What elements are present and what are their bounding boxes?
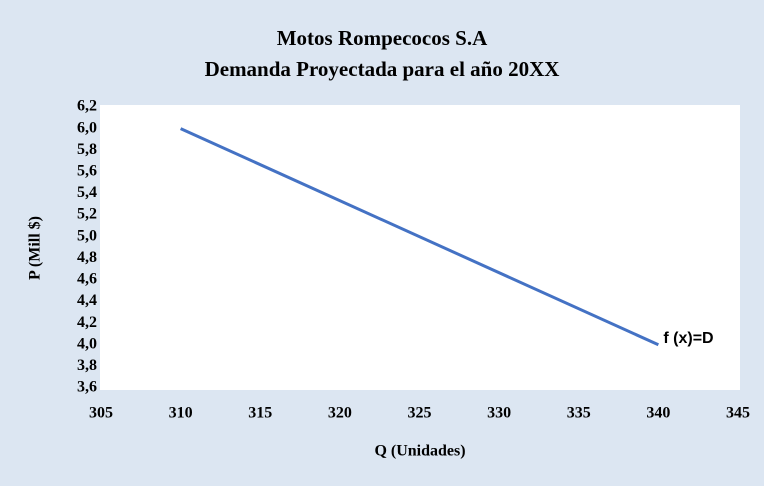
- y-tick-label: 5,4: [77, 184, 97, 201]
- y-tick-label: 6,2: [77, 98, 97, 115]
- chart-subtitle: Demanda Proyectada para el año 20XX: [205, 57, 560, 81]
- y-tick-label: 4,6: [77, 271, 97, 288]
- x-tick-label: 320: [328, 405, 352, 422]
- x-tick-label: 325: [408, 405, 432, 422]
- y-tick-label: 5,8: [77, 141, 97, 158]
- x-tick-label: 330: [487, 405, 511, 422]
- y-tick-label: 4,2: [77, 314, 97, 331]
- y-tick-label: 4,4: [77, 292, 97, 309]
- x-tick-label: 305: [89, 405, 113, 422]
- x-tick-label: 310: [169, 405, 193, 422]
- x-tick-label: 340: [646, 405, 670, 422]
- y-tick-label: 5,0: [77, 227, 97, 244]
- x-tick-label: 335: [567, 405, 591, 422]
- y-tick-label: 6,0: [77, 119, 97, 136]
- y-tick-label: 3,6: [77, 379, 97, 396]
- plot-area: [100, 105, 740, 390]
- y-axis-label: P (Mill $): [27, 216, 44, 280]
- y-tick-label: 5,2: [77, 206, 97, 223]
- chart-title: Motos Rompecocos S.A: [277, 26, 488, 50]
- y-tick-label: 5,6: [77, 163, 97, 180]
- line-series: [180, 127, 659, 347]
- annotation: f (x)=D: [663, 330, 713, 347]
- y-tick-label: 3,8: [77, 357, 97, 374]
- x-axis-label: Q (Unidades): [374, 443, 465, 460]
- x-tick-label: 345: [726, 405, 750, 422]
- y-tick-label: 4,8: [77, 249, 97, 266]
- y-tick-label: 4,0: [77, 335, 97, 352]
- x-tick-label: 315: [248, 405, 272, 422]
